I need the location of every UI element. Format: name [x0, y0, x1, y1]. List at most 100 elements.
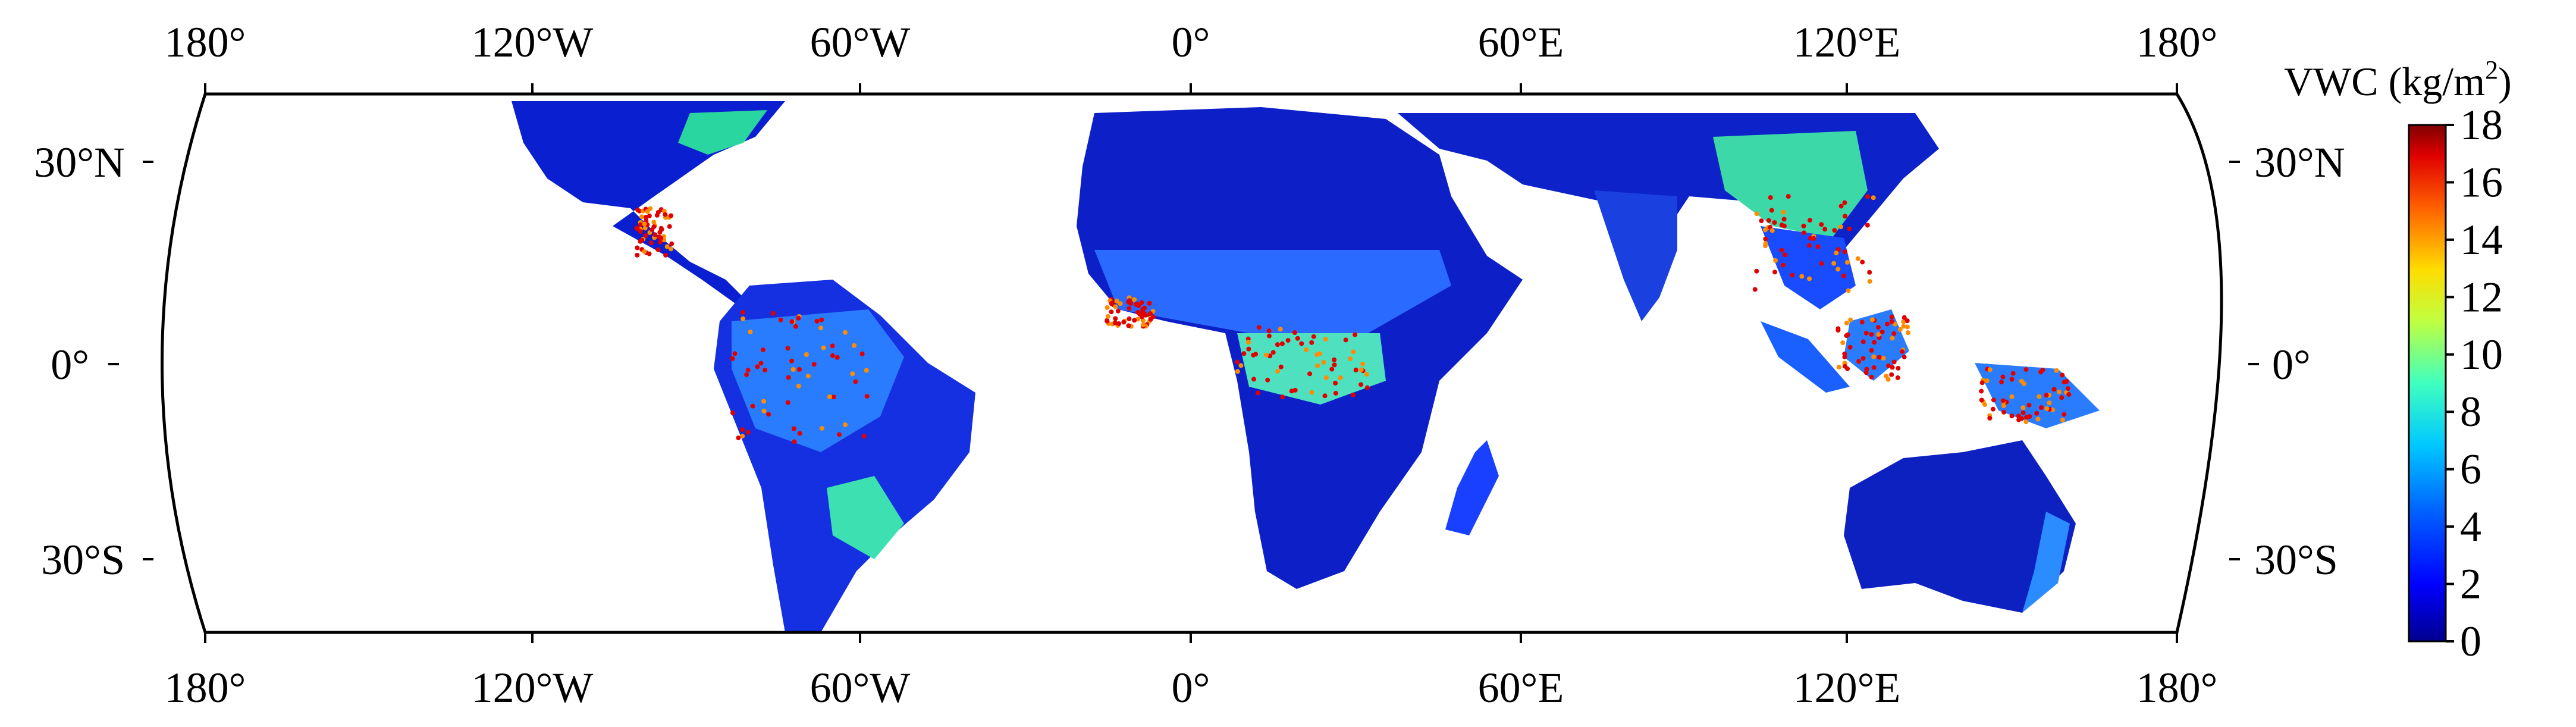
- high-vwc-point: [657, 230, 663, 235]
- high-vwc-point: [1845, 332, 1850, 337]
- high-vwc-point: [1267, 353, 1273, 359]
- high-vwc-point: [1999, 380, 2004, 385]
- high-vwc-point: [2010, 371, 2016, 376]
- high-vwc-point: [1871, 195, 1876, 200]
- high-vwc-point: [1838, 203, 1844, 209]
- high-vwc-point: [1768, 195, 1773, 200]
- high-vwc-point: [2023, 367, 2029, 372]
- high-vwc-point: [1353, 367, 1358, 372]
- high-vwc-point: [1890, 336, 1895, 341]
- colorbar-tick-label: 12: [2460, 273, 2503, 321]
- high-vwc-point: [814, 318, 820, 324]
- high-vwc-point: [658, 236, 664, 241]
- high-vwc-point: [1842, 355, 1847, 360]
- high-vwc-point: [1781, 217, 1787, 222]
- high-vwc-point: [1840, 340, 1846, 346]
- high-vwc-point: [1246, 346, 1251, 352]
- high-vwc-point: [1360, 361, 1366, 366]
- high-vwc-point: [1332, 362, 1337, 368]
- high-vwc-point: [1871, 365, 1877, 370]
- high-vwc-point: [1115, 308, 1121, 314]
- high-vwc-point: [730, 410, 735, 415]
- high-vwc-point: [1900, 349, 1905, 354]
- high-vwc-point: [1871, 354, 1877, 359]
- high-vwc-point: [785, 400, 790, 405]
- high-vwc-point: [1835, 328, 1841, 333]
- high-vwc-point: [1309, 390, 1314, 395]
- high-vwc-point: [1834, 250, 1839, 256]
- high-vwc-point: [2044, 393, 2049, 398]
- high-vwc-point: [1140, 318, 1146, 323]
- high-vwc-point: [1315, 363, 1320, 368]
- high-vwc-point: [761, 408, 767, 413]
- high-vwc-point: [669, 241, 674, 246]
- high-vwc-point: [1845, 259, 1850, 265]
- high-vwc-point: [1348, 356, 1353, 361]
- high-vwc-point: [1865, 194, 1870, 199]
- high-vwc-point: [1343, 337, 1348, 343]
- high-vwc-point: [790, 367, 796, 372]
- high-vwc-point: [1855, 256, 1860, 261]
- high-vwc-point: [2020, 405, 2026, 410]
- high-vwc-point: [1819, 222, 1824, 227]
- high-vwc-point: [1781, 262, 1786, 268]
- lon-label-bottom-0: 0°: [1172, 664, 1210, 712]
- land-north-america: [512, 101, 785, 333]
- land-india: [1594, 190, 1677, 321]
- high-vwc-point: [1311, 334, 1316, 339]
- colorbar-tick-label: 16: [2460, 158, 2503, 206]
- high-vwc-point: [1113, 304, 1118, 309]
- high-vwc-point: [1148, 317, 1153, 322]
- high-vwc-point: [1299, 341, 1304, 346]
- high-vwc-point: [1772, 220, 1777, 225]
- high-vwc-point: [796, 315, 801, 321]
- high-vwc-point: [2037, 394, 2042, 399]
- high-vwc-point: [1112, 320, 1118, 325]
- high-vwc-point: [1763, 241, 1768, 246]
- high-vwc-point: [1264, 352, 1269, 358]
- high-vwc-point: [1148, 311, 1153, 317]
- high-vwc-point: [1351, 349, 1356, 355]
- high-vwc-point: [1766, 218, 1771, 223]
- high-vwc-point: [1147, 300, 1152, 306]
- high-vwc-point: [864, 368, 869, 373]
- high-vwc-point: [1279, 341, 1285, 346]
- high-vwc-point: [2044, 406, 2050, 411]
- high-vwc-point: [1364, 385, 1370, 390]
- high-vwc-point: [1841, 273, 1847, 278]
- lat-label-left-30n: 30°N: [34, 139, 125, 186]
- high-vwc-point: [1807, 218, 1812, 223]
- high-vwc-point: [1266, 328, 1272, 334]
- high-vwc-point: [744, 372, 749, 377]
- high-vwc-point: [1278, 364, 1284, 369]
- high-vwc-point: [1801, 223, 1806, 228]
- high-vwc-point: [1307, 371, 1313, 377]
- high-vwc-point: [1886, 363, 1891, 368]
- land-australia: [1844, 440, 2076, 613]
- high-vwc-point: [1891, 359, 1897, 365]
- high-vwc-point: [852, 343, 857, 348]
- high-vwc-point: [639, 237, 645, 243]
- longitude-ticks: [204, 83, 2178, 643]
- land-brazil-green: [827, 476, 904, 559]
- colorbar-title-main: VWC (kg/m: [2284, 59, 2485, 104]
- high-vwc-point: [1266, 333, 1272, 339]
- high-vwc-point: [2060, 372, 2065, 378]
- high-vwc-point: [639, 214, 644, 220]
- high-vwc-point: [1121, 319, 1127, 325]
- high-vwc-point: [760, 347, 765, 353]
- high-vwc-point: [2023, 419, 2029, 424]
- high-vwc-point: [1333, 390, 1338, 396]
- high-vwc-point: [1773, 258, 1778, 263]
- colorbar-tick-label: 18: [2460, 101, 2503, 149]
- high-vwc-point: [750, 403, 755, 409]
- high-vwc-point: [1333, 380, 1338, 386]
- high-vwc-point: [2054, 368, 2059, 373]
- high-vwc-point: [1317, 351, 1322, 356]
- high-vwc-point: [638, 222, 643, 227]
- high-vwc-point: [732, 351, 738, 356]
- high-vwc-point: [1772, 270, 1778, 275]
- high-vwc-point: [1890, 365, 1895, 370]
- high-vwc-point: [1235, 369, 1240, 374]
